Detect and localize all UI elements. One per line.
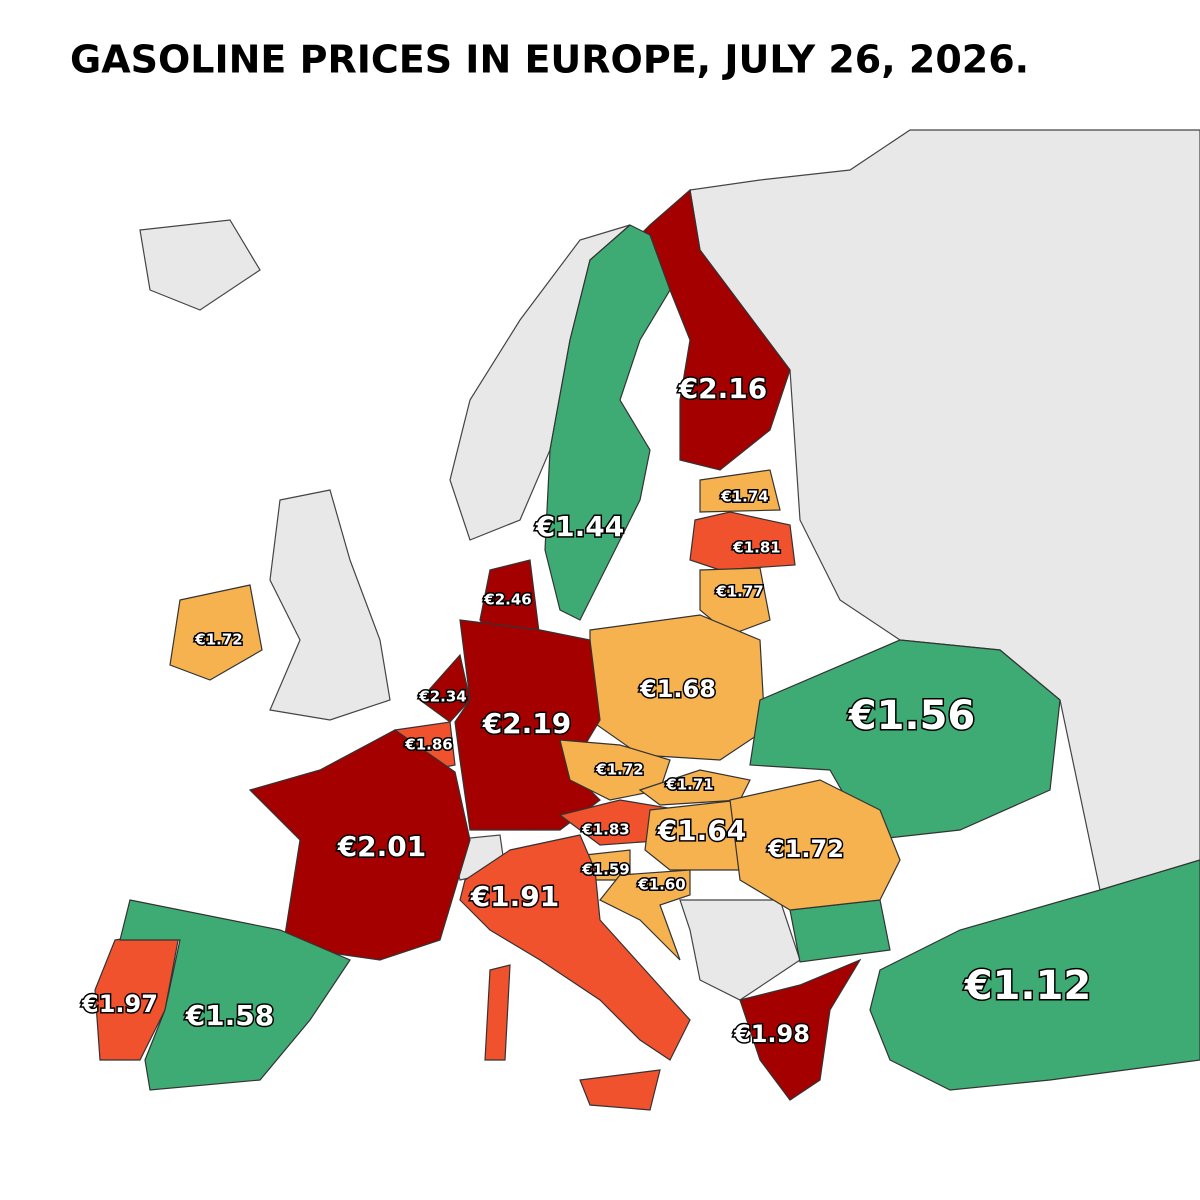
price-label: €1.58 bbox=[185, 999, 275, 1032]
country-shape bbox=[599, 869, 691, 961]
land bbox=[139, 219, 261, 311]
country-shape bbox=[699, 469, 781, 513]
price-label: €1.77 bbox=[715, 583, 763, 601]
country-shape bbox=[729, 779, 901, 911]
country-shape bbox=[544, 224, 671, 621]
price-label: €2.34 bbox=[418, 688, 466, 706]
country-shape bbox=[749, 639, 1061, 841]
price-label: €1.12 bbox=[964, 963, 1092, 1009]
price-label: €1.71 bbox=[665, 776, 713, 794]
price-label: €1.98 bbox=[733, 1020, 810, 1048]
price-label: €1.81 bbox=[732, 539, 780, 557]
country-shape bbox=[589, 614, 766, 761]
country-shape bbox=[459, 834, 691, 1061]
land bbox=[579, 1069, 661, 1111]
country-shape bbox=[699, 567, 771, 636]
price-label: €1.97 bbox=[81, 990, 158, 1018]
regions bbox=[94, 188, 1200, 1101]
price-label: €2.46 bbox=[483, 591, 531, 609]
country-shape bbox=[739, 958, 862, 1101]
price-label: €1.44 bbox=[535, 510, 625, 543]
country-shape bbox=[119, 899, 351, 1091]
map-title: GASOLINE PRICES IN EUROPE, JULY 26, 2026… bbox=[70, 38, 1029, 82]
country-shape bbox=[638, 769, 751, 806]
country-shape bbox=[869, 859, 1200, 1091]
price-label: €1.64 bbox=[657, 814, 747, 847]
country-shape bbox=[689, 511, 796, 571]
price-label: €2.01 bbox=[337, 830, 427, 863]
land bbox=[269, 489, 391, 721]
country-shape bbox=[248, 729, 471, 961]
background-land bbox=[139, 129, 1200, 1111]
price-label: €1.72 bbox=[767, 835, 844, 863]
price-label: €1.68 bbox=[639, 675, 716, 703]
price-label: €1.56 bbox=[848, 693, 976, 739]
price-label: €1.72 bbox=[595, 761, 643, 779]
labels: €2.16 €1.44 €1.74 €1.81 €1.77 €2.46 €1.72 €1.68… bbox=[80, 371, 1093, 1050]
price-label: €1.60 bbox=[637, 876, 685, 894]
price-label: €1.74 bbox=[720, 488, 768, 506]
land bbox=[789, 899, 891, 963]
land bbox=[679, 899, 801, 1001]
price-label: €1.59 bbox=[581, 861, 629, 879]
price-label: €2.16 bbox=[678, 372, 768, 405]
price-label: €2.19 bbox=[482, 707, 572, 740]
price-label: €1.86 bbox=[404, 736, 452, 754]
price-label: €1.83 bbox=[581, 821, 629, 839]
country-shape bbox=[169, 584, 263, 681]
land bbox=[484, 964, 511, 1061]
price-label: €1.72 bbox=[194, 631, 242, 649]
price-label: €1.91 bbox=[470, 880, 560, 913]
